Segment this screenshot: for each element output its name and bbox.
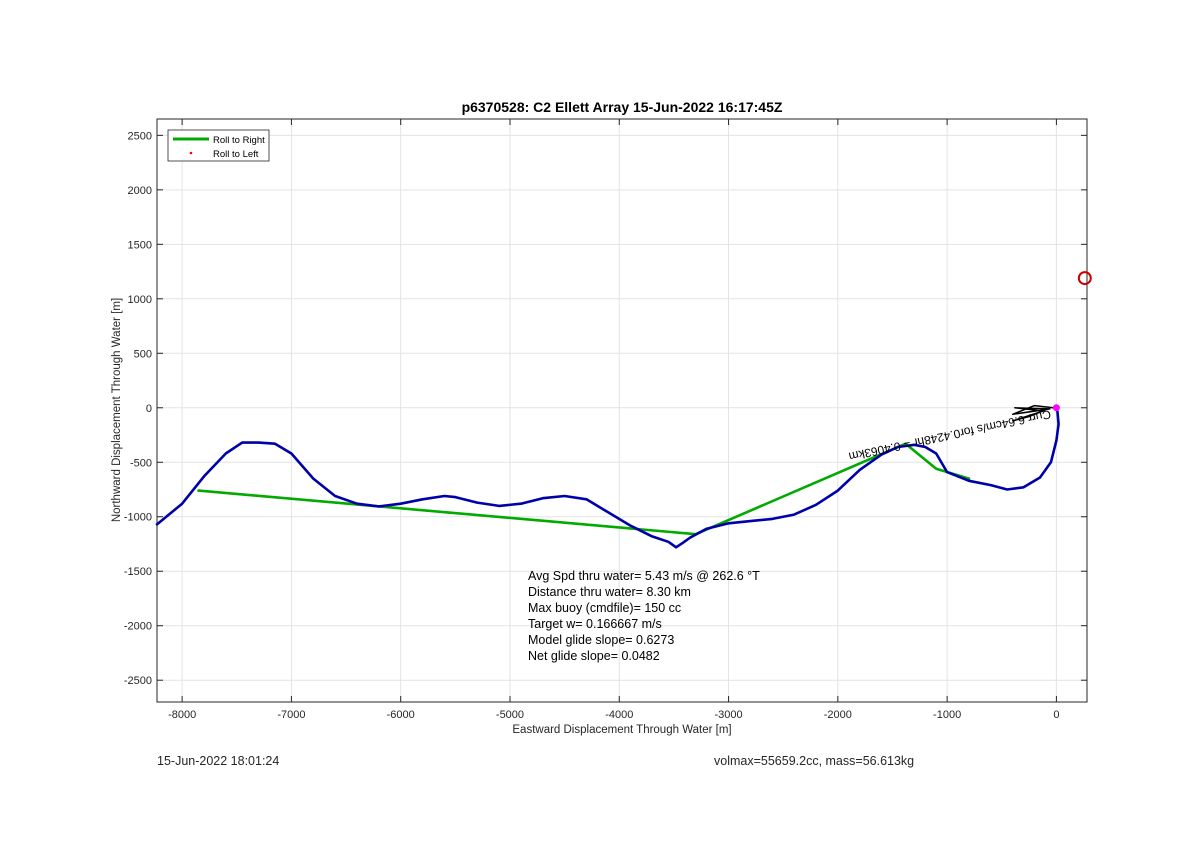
start-marker (1052, 404, 1060, 412)
x-tick-label: -2000 (824, 709, 852, 721)
x-tick-label: -4000 (605, 709, 633, 721)
stat-model-glide: Model glide slope= 0.6273 (528, 633, 674, 647)
y-axis-label: Northward Displacement Through Water [m] (111, 298, 123, 522)
x-axis: -8000 -7000 -6000 -5000 -4000 -3000 -2000 -1000… (168, 119, 1059, 721)
stat-net-glide: Net glide slope= 0.0482 (528, 649, 660, 663)
target-marker (1077, 271, 1092, 286)
y-tick-label: 2500 (128, 130, 152, 142)
stat-max-buoy: Max buoy (cmdfile)= 150 cc (528, 601, 681, 615)
chart-title: p6370528: C2 Ellett Array 15-Jun-2022 16… (462, 99, 783, 115)
y-tick-label: 0 (146, 403, 152, 415)
y-tick-label: 500 (134, 348, 152, 360)
y-tick-label: -500 (130, 457, 152, 469)
footer-timestamp: 15-Jun-2022 18:01:24 (157, 754, 280, 768)
x-tick-label: -1000 (933, 709, 961, 721)
stats-annotation: Avg Spd thru water= 5.43 m/s @ 262.6 °T … (528, 569, 760, 663)
legend: Roll to Right Roll to Left (167, 129, 270, 162)
footer-vehicle-info: volmax=55659.2cc, mass=56.613kg (714, 754, 915, 768)
current-annotation: Curr 6.64cm/s for0.4248hr = 0.4063km (847, 407, 1052, 464)
y-tick-label: -2500 (124, 675, 152, 687)
y-axis: -2500 -2000 -1500 -1000 -500 0 500 1000 1500 2000… (124, 130, 1087, 687)
stat-target-w: Target w= 0.166667 m/s (528, 617, 662, 631)
legend-box (167, 129, 270, 162)
x-tick-label: -5000 (496, 709, 524, 721)
series-layer (155, 404, 1060, 549)
y-tick-label: -1500 (124, 566, 152, 578)
y-tick-label: -1000 (124, 512, 152, 524)
y-tick-label: -2000 (124, 621, 152, 633)
x-tick-label: -7000 (277, 709, 305, 721)
x-tick-label: -3000 (714, 709, 742, 721)
series-track-line (155, 406, 1060, 549)
legend-label-roll-left: Roll to Left (213, 149, 259, 160)
y-tick-label: 2000 (128, 185, 152, 197)
stat-avg-speed: Avg Spd thru water= 5.43 m/s @ 262.6 °T (528, 569, 760, 583)
x-tick-label: 0 (1053, 709, 1059, 721)
markers-layer (1052, 271, 1092, 412)
legend-swatch-roll-left (189, 151, 193, 155)
x-tick-label: -8000 (168, 709, 196, 721)
stat-distance: Distance thru water= 8.30 km (528, 585, 691, 599)
y-tick-label: 1500 (128, 239, 152, 251)
y-tick-label: 1000 (128, 294, 152, 306)
plot-area (156, 118, 1088, 703)
x-tick-label: -6000 (387, 709, 415, 721)
series-current-arrows (1011, 404, 1054, 422)
grid-lines (157, 119, 1087, 702)
legend-label-roll-right: Roll to Right (213, 135, 265, 146)
x-axis-label: Eastward Displacement Through Water [m] (512, 724, 731, 736)
